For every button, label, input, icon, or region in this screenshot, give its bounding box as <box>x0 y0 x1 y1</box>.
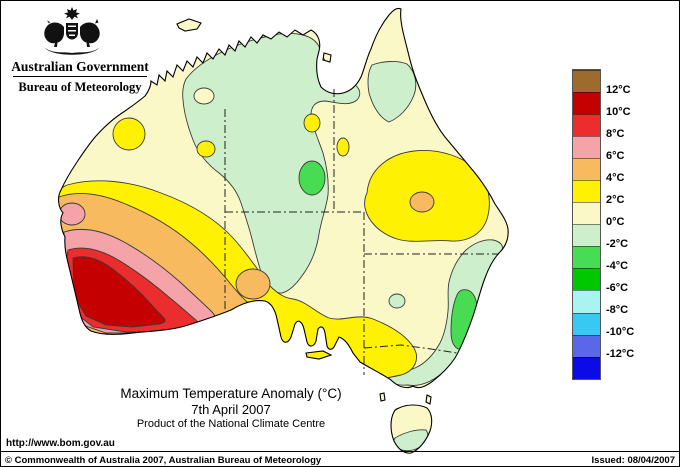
legend-swatch-13 <box>573 356 600 379</box>
legend-swatches <box>572 69 601 380</box>
map-titles: Maximum Temperature Anomaly (°C) 7th Apr… <box>51 385 411 431</box>
legend-swatch-6 <box>573 202 600 225</box>
australian-government-label: Australian Government <box>11 59 149 74</box>
map-spot-nw-cape-yellow <box>58 143 69 173</box>
footer-divider <box>1 451 679 452</box>
legend-swatch-1 <box>573 92 600 115</box>
coat-of-arms-kangaroo-icon <box>44 20 64 47</box>
map-spot-center-yellow-2 <box>336 137 350 157</box>
coat-of-arms <box>44 7 100 55</box>
legend-swatch-8 <box>573 246 600 269</box>
bom-url: http://www.bom.gov.au <box>6 438 115 449</box>
legend-swatch-0 <box>573 70 600 93</box>
map-spot-kimberley-yellow <box>112 117 146 151</box>
map-title: Maximum Temperature Anomaly (°C) <box>120 386 342 401</box>
map-product-line: Product of the National Climate Centre <box>136 418 326 430</box>
legend-swatch-4 <box>573 158 600 181</box>
map-spot-center-yellow-1 <box>303 113 321 133</box>
legend-swatch-2 <box>573 114 600 137</box>
legend-swatch-5 <box>573 180 600 203</box>
coastline-flinders-island <box>425 394 432 405</box>
copyright-text: © Commonwealth of Australia 2007, Austra… <box>5 455 322 466</box>
government-header: Australian Government Bureau of Meteorol… <box>9 59 151 94</box>
map-date: 7th April 2007 <box>191 402 271 417</box>
header-divider <box>13 76 147 77</box>
coat-of-arms-emu-icon <box>80 19 100 47</box>
state-border-nsw-vic <box>363 344 458 354</box>
coat-of-arms-star-icon <box>64 7 80 20</box>
map-spot-kimberley-east-yellow <box>196 140 216 158</box>
coastline-tasmania <box>390 404 433 454</box>
state-borders <box>224 89 499 375</box>
legend-swatch-11 <box>573 312 600 335</box>
map-region-nt-cream-hole <box>193 87 215 105</box>
coastline-mainland <box>58 7 509 389</box>
coastline-tiwi-islands <box>176 18 202 32</box>
legend-swatch-12 <box>573 334 600 357</box>
coastline <box>58 7 509 454</box>
map-region-sw-dark-red-core <box>72 256 166 328</box>
legend-swatch-10 <box>573 290 600 313</box>
coastline-king-island <box>379 392 386 402</box>
map-region-cape-york-pale-green <box>367 61 417 123</box>
coastline-groote <box>322 52 332 63</box>
coat-of-arms-shield-icon <box>66 23 78 40</box>
map-region-west-nsw-oval <box>388 293 406 309</box>
bureau-of-meteorology-label: Bureau of Meteorology <box>18 80 142 94</box>
map-spot-qld-orange <box>409 191 435 213</box>
legend-swatch-7 <box>573 224 600 247</box>
coat-of-arms-scroll-icon <box>45 48 99 55</box>
map-spot-bight-orange <box>235 268 271 300</box>
issued-date: Issued: 08/04/2007 <box>591 455 675 466</box>
legend-swatch-3 <box>573 136 600 159</box>
map-region-nt-green-blob <box>298 160 326 196</box>
coastline-kangaroo-island <box>305 350 333 360</box>
legend-swatch-9 <box>573 268 600 291</box>
